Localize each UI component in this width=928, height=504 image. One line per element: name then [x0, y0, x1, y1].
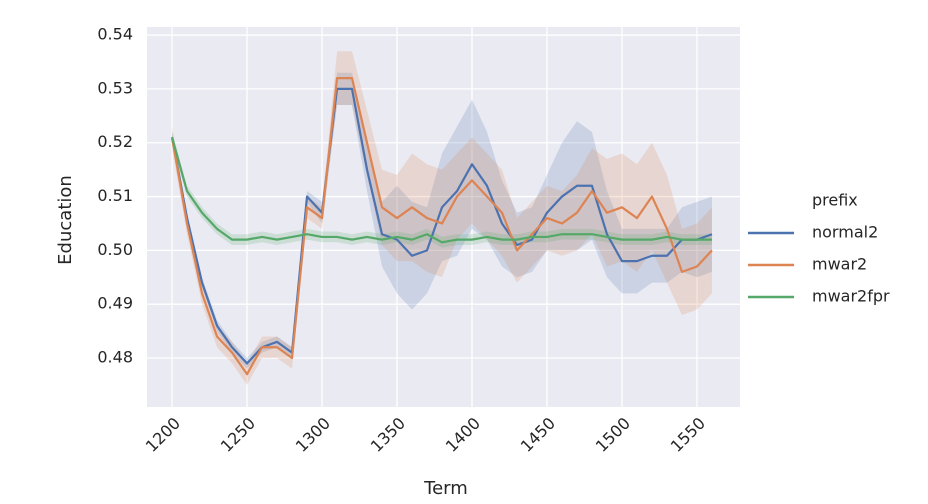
y-axis-label: Education — [55, 175, 76, 265]
x-tick-label: 1350 — [367, 414, 409, 456]
x-tick-label: 1500 — [592, 414, 634, 456]
x-tick-label: 1250 — [217, 414, 259, 456]
x-tick-label: 1200 — [142, 414, 184, 456]
y-tick-label: 0.54 — [97, 25, 133, 44]
y-tick-label: 0.52 — [97, 132, 133, 151]
confidence-band — [172, 72, 712, 369]
plot-area — [147, 27, 740, 407]
series-line — [170, 137, 712, 244]
x-axis-label: Term — [423, 478, 468, 499]
y-tick-label: 0.53 — [97, 78, 133, 97]
y-tick-label: 0.49 — [97, 294, 133, 313]
y-tick-label: 0.51 — [97, 186, 133, 205]
confidence-band — [172, 51, 712, 385]
legend-label: mwar2 — [812, 255, 867, 274]
legend-title: prefix — [812, 191, 858, 210]
y-tick-label: 0.50 — [97, 240, 133, 259]
legend-label: normal2 — [812, 223, 878, 242]
x-tick-label: 1550 — [667, 414, 709, 456]
legend-label: mwar2fpr — [812, 287, 890, 306]
x-tick-label: 1400 — [442, 414, 484, 456]
y-tick-label: 0.48 — [97, 348, 133, 367]
x-tick-label: 1450 — [517, 414, 559, 456]
x-tick-label: 1300 — [292, 414, 334, 456]
series-line — [170, 77, 713, 376]
